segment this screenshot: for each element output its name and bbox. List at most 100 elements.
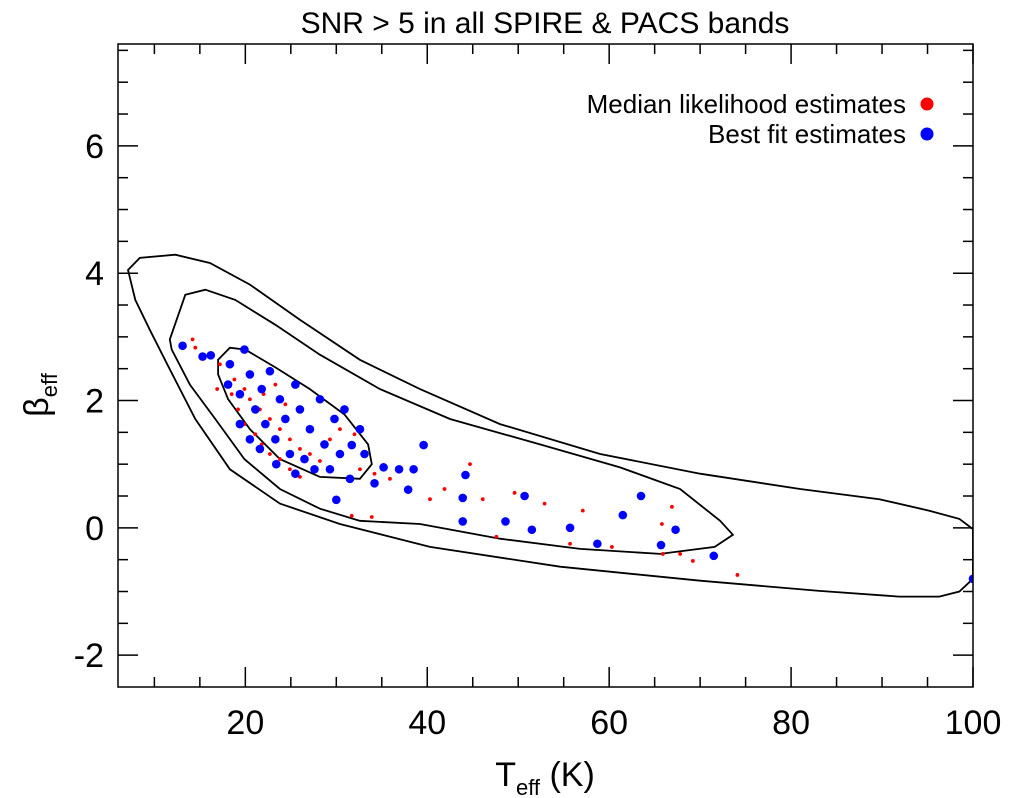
point [394, 464, 404, 474]
point [618, 510, 628, 520]
point [251, 405, 260, 414]
point [609, 545, 614, 549]
point [253, 432, 258, 437]
x-tick-label: 60 [590, 704, 628, 742]
point [291, 380, 300, 389]
point [310, 464, 319, 474]
x-label-rest: (K) [540, 756, 595, 794]
point [305, 424, 315, 434]
point [325, 464, 335, 474]
point [678, 552, 683, 556]
point [271, 459, 281, 469]
point [193, 345, 198, 350]
x-tick-label: 100 [945, 704, 1002, 742]
plot-area [127, 253, 973, 598]
point [206, 351, 216, 360]
point [298, 446, 302, 451]
point [288, 437, 292, 442]
point [261, 419, 270, 429]
point [245, 370, 255, 379]
point [428, 497, 432, 502]
point [520, 491, 529, 501]
point [288, 467, 292, 472]
point [461, 470, 470, 480]
legend-label: Median likelihood estimates [587, 89, 906, 119]
y-tick-label: 0 [85, 510, 104, 548]
point [267, 452, 272, 456]
point [331, 495, 341, 505]
point [178, 341, 187, 351]
point [271, 435, 280, 444]
point [225, 359, 235, 369]
point [308, 452, 312, 456]
point [335, 449, 345, 459]
chart-title: SNR > 5 in all SPIRE & PACS bands [301, 7, 790, 40]
point [660, 552, 665, 556]
point [278, 427, 282, 432]
contour [127, 253, 973, 598]
point [328, 437, 332, 442]
point [283, 402, 288, 407]
point [494, 534, 499, 539]
point [278, 457, 282, 461]
point [636, 491, 646, 501]
point [285, 449, 295, 459]
y-tick-label: 6 [85, 128, 104, 166]
point [223, 380, 233, 389]
point [358, 467, 362, 472]
y-label-sub: eff [37, 372, 62, 397]
point [690, 559, 695, 563]
point [242, 387, 247, 391]
point [527, 525, 537, 535]
point [349, 513, 354, 518]
point [273, 382, 278, 387]
point [568, 541, 572, 546]
point [360, 449, 369, 459]
point [190, 337, 195, 342]
y-label-main: β [18, 397, 56, 417]
point [245, 435, 255, 444]
point [670, 504, 674, 509]
point [330, 414, 339, 424]
point [968, 574, 973, 584]
point [409, 464, 418, 474]
point [198, 352, 207, 361]
point [352, 432, 357, 437]
y-tick-label: -2 [74, 637, 104, 675]
legend-label: Best fit estimates [708, 119, 906, 149]
x-tick-label: 40 [408, 704, 446, 742]
x-axis-label: Teff (K) [495, 756, 595, 798]
plot-frame [117, 43, 974, 688]
legend-marker [920, 97, 934, 111]
point [240, 345, 249, 354]
point [281, 414, 290, 424]
point [671, 525, 680, 535]
point [247, 397, 252, 402]
point [580, 508, 585, 513]
point [565, 523, 575, 533]
point [372, 471, 377, 476]
point [593, 539, 602, 549]
x-label-main: T [495, 756, 516, 794]
point [235, 389, 245, 399]
point [370, 478, 379, 488]
point [660, 522, 664, 526]
point [403, 485, 413, 494]
point [235, 419, 245, 429]
point [300, 454, 309, 464]
point [295, 405, 305, 414]
point [255, 444, 265, 454]
point [388, 476, 392, 481]
point [379, 463, 388, 472]
y-axis-label: βeff [18, 372, 62, 417]
point [468, 462, 472, 467]
point [347, 440, 357, 450]
point [345, 474, 355, 484]
point [512, 490, 517, 495]
point [355, 424, 365, 434]
point [709, 551, 719, 561]
point [229, 392, 234, 397]
legend-marker [920, 127, 934, 141]
point [542, 501, 547, 506]
